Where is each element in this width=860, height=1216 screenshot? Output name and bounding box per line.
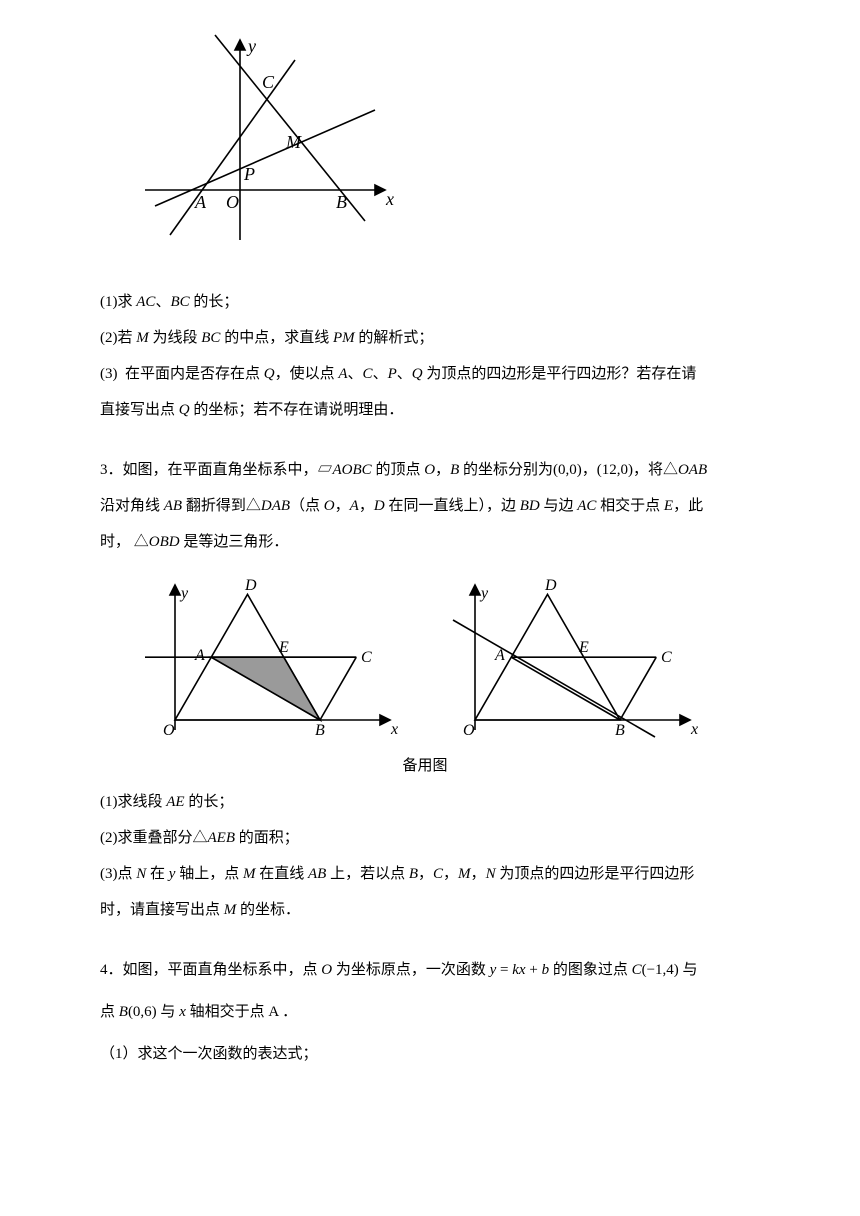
f3l-x: x xyxy=(390,721,398,738)
q4-line1: （1）求这个一次函数的表达式； xyxy=(100,1036,750,1072)
figure-3-row: y x D A E C O B y x D A E C O B xyxy=(100,570,750,740)
q3-intro1: 3．如图，在平面直角坐标系中，▱AOBC 的顶点 O，B 的坐标分别为(0,0)… xyxy=(100,452,750,488)
f3r-c: C xyxy=(661,649,672,666)
q3-intro2: 沿对角线 AB 翻折得到△DAB（点 O，A，D 在同一直线上），边 BD 与边… xyxy=(100,488,750,524)
f3l-d: D xyxy=(244,577,257,594)
axis-x-label: x xyxy=(385,189,394,209)
f3l-b: B xyxy=(315,722,325,739)
f3l-c: C xyxy=(361,649,372,666)
point-a-label: A xyxy=(194,192,207,212)
f3r-e: E xyxy=(578,639,589,656)
f3l-a: A xyxy=(194,647,205,664)
q3-line1: (1)求线段 AE 的长； xyxy=(100,784,750,820)
q4-intro1: 4．如图，平面直角坐标系中，点 O 为坐标原点，一次函数 y = kx + b … xyxy=(100,952,750,988)
point-m-label: M xyxy=(285,132,302,152)
figure-3-caption: 备用图 xyxy=(100,748,750,784)
q3-line4: 时，请直接写出点 M 的坐标． xyxy=(100,892,750,928)
figure-1-svg: y x C M P A O B xyxy=(140,30,400,250)
f3l-o: O xyxy=(163,722,175,739)
q2-line2: (2)若 M 为线段 BC 的中点，求直线 PM 的解析式； xyxy=(100,320,750,356)
q2-line4: 直接写出点 Q 的坐标；若不存在请说明理由． xyxy=(100,392,750,428)
figure-3-left-svg: y x D A E C O B xyxy=(145,570,405,740)
figure-3-right-svg: y x D A E C O B xyxy=(445,570,705,740)
point-c-label: C xyxy=(262,72,275,92)
point-o-label: O xyxy=(226,192,239,212)
f3r-x: x xyxy=(690,721,698,738)
q4-intro2: 点 B(0,6) 与 x 轴相交于点 A ． xyxy=(100,994,750,1030)
axis-y-label: y xyxy=(246,36,256,56)
f3r-b: B xyxy=(615,722,625,739)
figure-1-container: y x C M P A O B xyxy=(140,30,750,264)
point-b-label: B xyxy=(336,192,347,212)
f3l-y: y xyxy=(179,585,189,602)
q2-line3: (3) 在平面内是否存在点 Q，使以点 A、C、P、Q 为顶点的四边形是平行四边… xyxy=(100,356,750,392)
f3r-a: A xyxy=(494,647,505,664)
f3r-o: O xyxy=(463,722,475,739)
f3r-y: y xyxy=(479,585,489,602)
q2-line1: (1)求 AC、BC 的长； xyxy=(100,284,750,320)
q3-intro3: 时， △OBD 是等边三角形． xyxy=(100,524,750,560)
f3r-d: D xyxy=(544,577,557,594)
q3-line2: (2)求重叠部分△AEB 的面积； xyxy=(100,820,750,856)
point-p-label: P xyxy=(243,164,255,184)
f3l-e: E xyxy=(278,639,289,656)
q3-line3: (3)点 N 在 y 轴上，点 M 在直线 AB 上，若以点 B，C，M，N 为… xyxy=(100,856,750,892)
